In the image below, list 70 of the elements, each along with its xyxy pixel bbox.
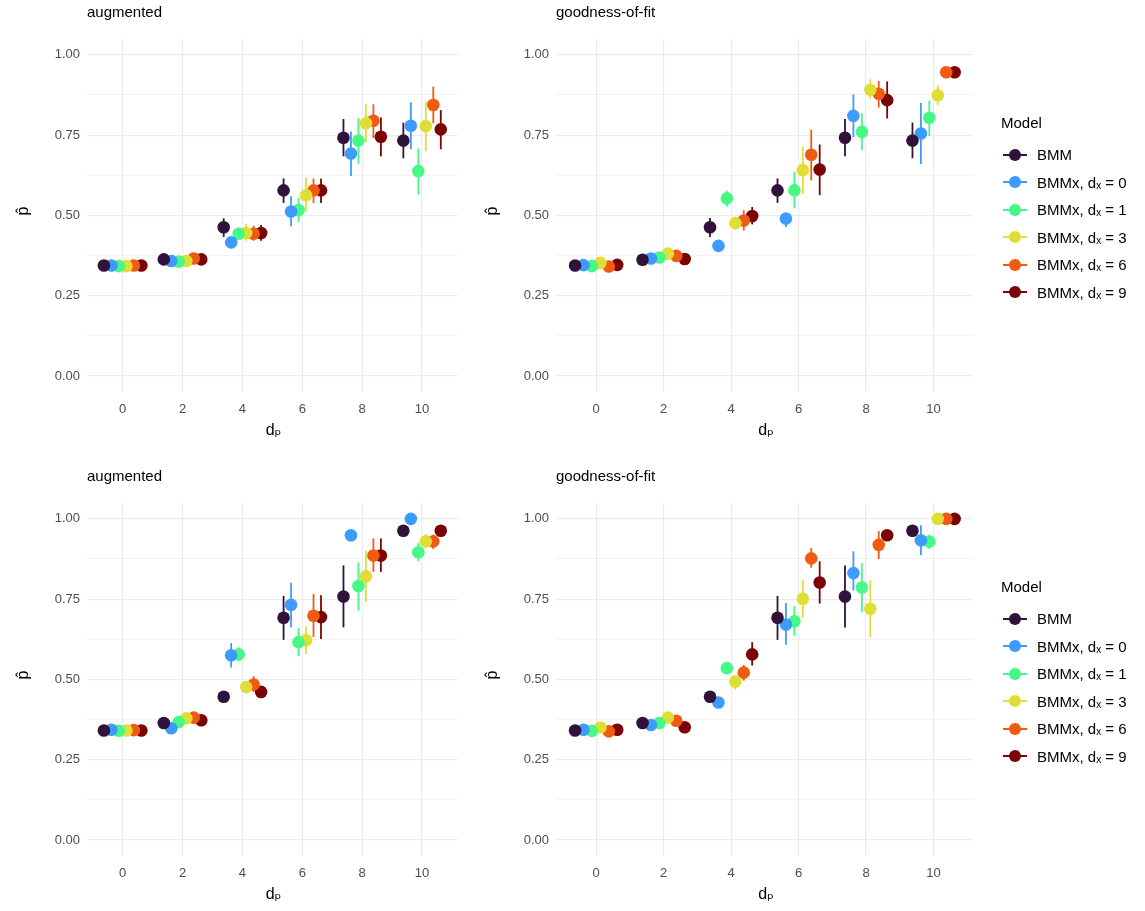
x-axis-title: dₚ <box>265 421 282 438</box>
y-tick-label: 0.50 <box>523 670 549 686</box>
y-tick-label: 0.00 <box>54 367 80 383</box>
x-tick-label: 8 <box>358 865 366 881</box>
chart-title: goodness-of-fit <box>556 467 656 485</box>
legend-label: BMMx, dₓ = 0 <box>1037 637 1127 655</box>
y-tick-label: 0.75 <box>523 126 549 142</box>
y-tick-label: 1.00 <box>523 46 549 62</box>
x-tick-label: 8 <box>358 401 366 417</box>
y-tick-label: 0.00 <box>523 831 549 847</box>
legend-label: BMM <box>1037 146 1072 164</box>
legend-label: BMMx, dₓ = 9 <box>1037 283 1127 301</box>
y-tick-label: 0.75 <box>54 126 80 142</box>
x-tick-label: 0 <box>592 401 600 417</box>
legend-label: BMM <box>1037 610 1072 628</box>
y-tick-label: 0.50 <box>523 206 549 222</box>
y-tick-label: 0.50 <box>54 206 80 222</box>
legend-label: BMMx, dₓ = 6 <box>1037 256 1127 274</box>
y-tick-label: 0.75 <box>523 590 549 606</box>
chart-title: augmented <box>87 467 163 485</box>
x-tick-label: 10 <box>926 865 941 881</box>
x-tick-label: 6 <box>794 865 803 881</box>
x-tick-label: 6 <box>794 401 803 417</box>
x-tick-label: 10 <box>926 401 941 417</box>
legend-label: BMMx, dₓ = 6 <box>1037 720 1127 738</box>
y-tick-label: 1.00 <box>523 510 549 526</box>
x-tick-label: 8 <box>862 401 870 417</box>
x-tick-label: 2 <box>660 401 668 417</box>
y-tick-label: 0.00 <box>54 831 80 847</box>
x-tick-label: 2 <box>178 401 187 417</box>
x-tick-label: 4 <box>727 401 735 417</box>
legend-label: BMMx, dₓ = 3 <box>1037 692 1127 710</box>
y-axis-title: p̂ <box>13 670 32 680</box>
x-tick-label: 4 <box>238 401 247 417</box>
y-tick-label: 0.00 <box>523 367 549 383</box>
x-axis-title: dₚ <box>758 885 774 902</box>
y-axis-title: p̂ <box>13 206 32 216</box>
chart-title: goodness-of-fit <box>556 3 656 21</box>
legend-label: BMMx, dₓ = 3 <box>1037 228 1127 246</box>
legend-label: BMMx, dₓ = 1 <box>1037 201 1127 219</box>
x-tick-label: 2 <box>178 865 187 881</box>
y-axis-title: p̂ <box>482 206 501 216</box>
y-tick-label: 0.25 <box>54 751 80 767</box>
y-tick-label: 1.00 <box>54 510 80 526</box>
x-axis-title: dₚ <box>758 421 774 438</box>
x-tick-label: 2 <box>660 865 668 881</box>
x-tick-label: 10 <box>414 865 430 881</box>
legend-label: BMMx, dₓ = 9 <box>1037 747 1127 765</box>
x-tick-label: 0 <box>119 401 127 417</box>
x-tick-label: 8 <box>862 865 870 881</box>
y-tick-label: 0.25 <box>54 287 80 303</box>
x-tick-label: 6 <box>298 865 306 881</box>
x-tick-label: 10 <box>414 401 430 417</box>
y-tick-label: 0.25 <box>523 287 549 303</box>
y-tick-label: 0.50 <box>54 670 80 686</box>
x-tick-label: 4 <box>238 865 247 881</box>
y-tick-label: 0.75 <box>54 590 80 606</box>
x-axis-title: dₚ <box>265 885 282 902</box>
x-tick-label: 0 <box>592 865 600 881</box>
y-axis-title: p̂ <box>482 670 501 680</box>
x-tick-label: 4 <box>727 865 735 881</box>
x-tick-label: 6 <box>298 401 306 417</box>
legend-label: BMMx, dₓ = 1 <box>1037 665 1127 683</box>
legend-label: BMMx, dₓ = 0 <box>1037 173 1127 191</box>
legend-title: Model <box>1001 113 1043 133</box>
chart-title: augmented <box>87 3 163 21</box>
y-tick-label: 1.00 <box>54 46 80 62</box>
y-tick-label: 0.25 <box>523 751 549 767</box>
x-tick-label: 0 <box>119 865 127 881</box>
legend-title: Model <box>1001 577 1043 597</box>
